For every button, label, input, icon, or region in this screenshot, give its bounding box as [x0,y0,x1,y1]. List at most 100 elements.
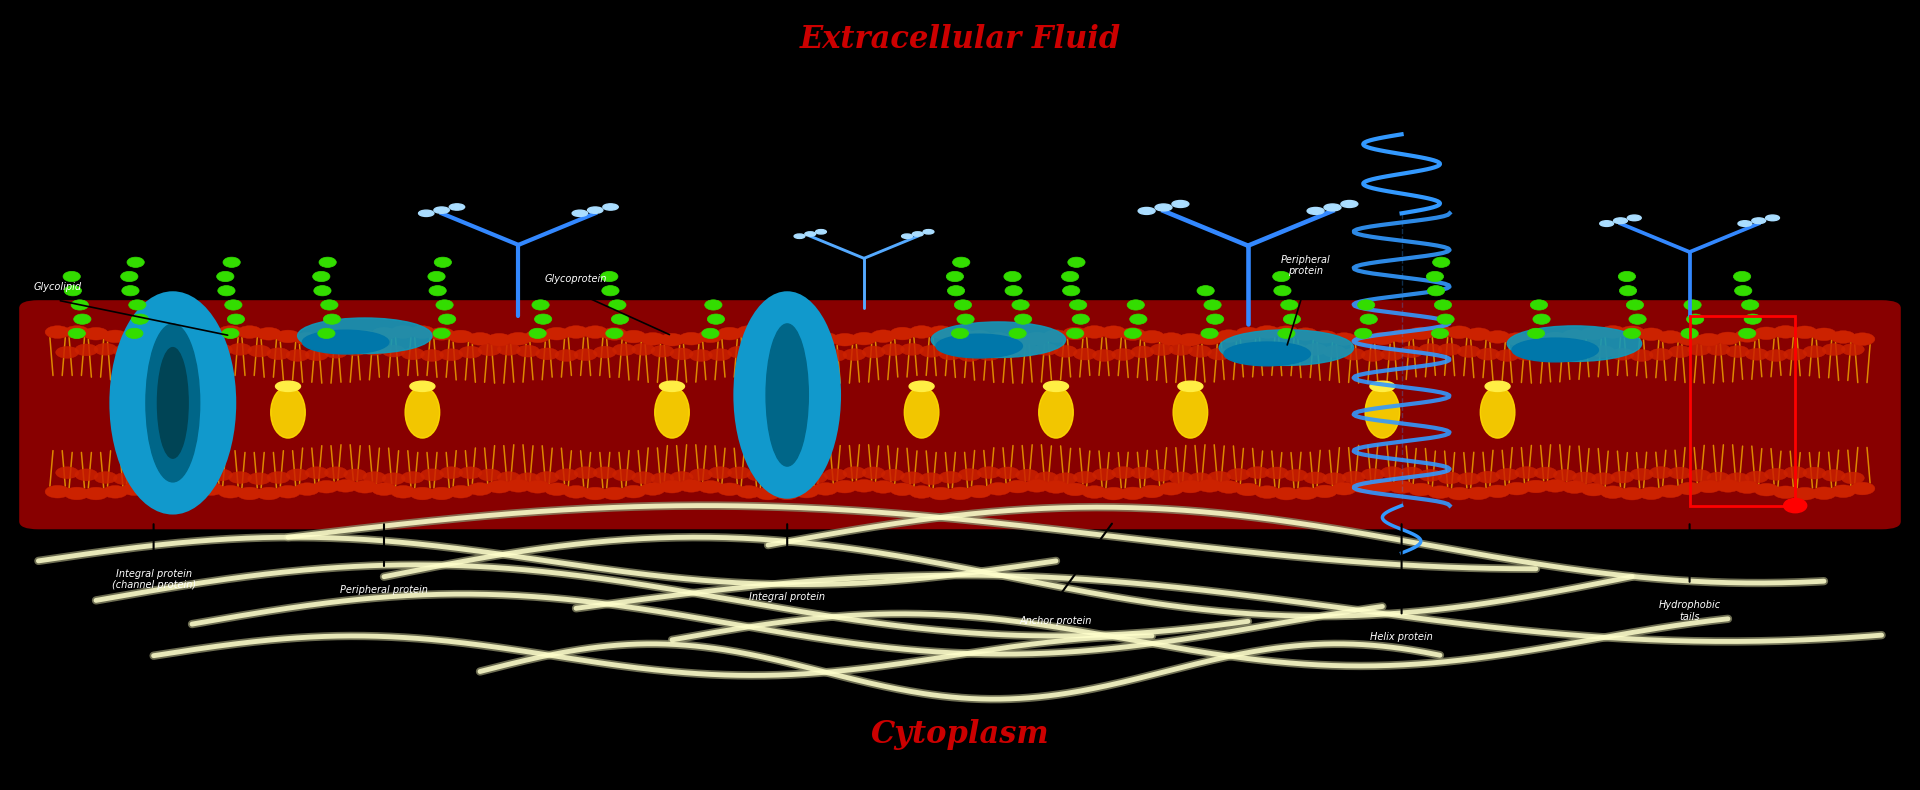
Ellipse shape [902,234,912,239]
Ellipse shape [1380,467,1404,479]
Ellipse shape [1131,467,1154,479]
Ellipse shape [1140,485,1165,498]
Ellipse shape [1764,349,1788,361]
Text: Peripheral protein: Peripheral protein [340,585,428,595]
Ellipse shape [1438,472,1461,483]
Ellipse shape [401,472,424,483]
Ellipse shape [1515,348,1538,360]
Ellipse shape [1772,486,1799,498]
Ellipse shape [1004,286,1021,296]
Ellipse shape [931,322,1066,358]
Ellipse shape [747,469,770,481]
Ellipse shape [607,329,622,339]
Ellipse shape [612,344,636,356]
Ellipse shape [436,300,453,310]
Ellipse shape [180,330,205,343]
Ellipse shape [920,472,943,484]
Ellipse shape [660,333,684,346]
Ellipse shape [1764,468,1788,480]
Ellipse shape [217,286,234,296]
Ellipse shape [1745,348,1768,360]
Ellipse shape [1436,314,1453,325]
Ellipse shape [1198,480,1221,492]
Ellipse shape [678,333,703,345]
Ellipse shape [353,330,376,343]
Ellipse shape [1812,328,1837,340]
Ellipse shape [728,346,751,358]
Ellipse shape [225,300,242,310]
Ellipse shape [1025,333,1050,345]
Ellipse shape [131,314,148,325]
Ellipse shape [545,483,570,495]
Ellipse shape [497,472,520,483]
Ellipse shape [1125,258,1142,268]
Ellipse shape [1083,486,1106,498]
Ellipse shape [1219,330,1354,365]
Ellipse shape [1822,469,1845,481]
Ellipse shape [209,469,232,481]
Ellipse shape [1849,482,1874,495]
Text: Extracellular Fluid: Extracellular Fluid [799,24,1121,55]
Ellipse shape [113,345,136,357]
Ellipse shape [1198,333,1221,345]
Ellipse shape [639,483,664,495]
Ellipse shape [1496,468,1519,480]
Ellipse shape [927,325,952,338]
Ellipse shape [1304,472,1327,483]
Ellipse shape [536,472,559,483]
Ellipse shape [1156,204,1171,211]
Ellipse shape [332,480,357,492]
Ellipse shape [1202,329,1217,339]
Ellipse shape [728,467,751,479]
Ellipse shape [1323,472,1346,484]
Ellipse shape [1668,346,1692,358]
Ellipse shape [833,333,858,346]
Ellipse shape [703,329,718,339]
Ellipse shape [1039,387,1073,438]
Ellipse shape [804,472,828,483]
Ellipse shape [1580,483,1605,496]
Ellipse shape [1619,286,1636,296]
Ellipse shape [1073,348,1096,360]
Ellipse shape [63,286,81,296]
Ellipse shape [1342,348,1365,360]
Ellipse shape [132,472,156,483]
Ellipse shape [862,467,885,479]
Ellipse shape [1622,329,1640,339]
Ellipse shape [1208,348,1231,360]
Ellipse shape [1407,327,1432,340]
Ellipse shape [434,207,449,213]
Ellipse shape [1035,344,1058,356]
Ellipse shape [1279,329,1296,339]
Ellipse shape [1572,344,1596,356]
Ellipse shape [948,328,972,340]
Ellipse shape [1179,480,1202,493]
Ellipse shape [996,346,1020,358]
Ellipse shape [428,487,455,500]
Ellipse shape [1044,480,1068,493]
Ellipse shape [908,382,933,392]
Ellipse shape [1371,332,1394,344]
Ellipse shape [889,327,914,340]
Ellipse shape [620,485,645,498]
Ellipse shape [814,483,839,495]
Ellipse shape [1680,329,1697,339]
Ellipse shape [1563,329,1586,342]
Ellipse shape [1069,300,1087,310]
Ellipse shape [1352,480,1375,493]
Ellipse shape [1215,480,1240,493]
Ellipse shape [1553,344,1576,356]
Ellipse shape [776,328,801,340]
Ellipse shape [1688,469,1711,481]
Ellipse shape [71,300,88,310]
Ellipse shape [1832,485,1855,498]
Ellipse shape [987,483,1012,495]
Ellipse shape [1071,314,1089,325]
Ellipse shape [1256,486,1279,498]
Ellipse shape [939,472,962,483]
Ellipse shape [824,468,847,480]
Ellipse shape [1119,286,1137,296]
Ellipse shape [968,485,993,498]
Ellipse shape [434,258,451,268]
Ellipse shape [1265,467,1288,479]
